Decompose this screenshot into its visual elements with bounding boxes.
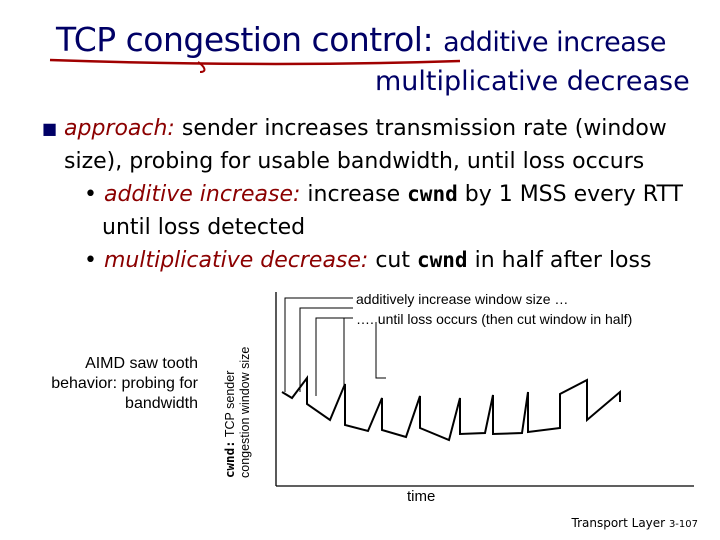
ai-label: additive increase: — [103, 182, 301, 207]
dot-bullet-icon: • — [84, 248, 104, 273]
approach-label: approach: — [64, 116, 175, 141]
figure-caption: AIMD saw tooth behavior: probing for ban… — [51, 355, 198, 412]
md-post: in half after loss — [474, 248, 652, 273]
annotation: additively increase window size … …. unt… — [356, 289, 632, 329]
annotation-leaders — [284, 297, 386, 396]
slide-footer: Transport Layer 3-107 — [572, 516, 698, 530]
title-line2: multiplicative decrease — [375, 66, 690, 97]
title-part2: additive increase — [443, 27, 666, 58]
footer-text: Transport Layer — [571, 516, 666, 530]
bullet-list: ■ approach: sender increases transmissio… — [42, 112, 712, 277]
annotation-line2: …. until loss occurs (then cut window in… — [356, 311, 633, 327]
annotation-line1: additively increase window size … — [356, 291, 569, 307]
title-underline — [49, 58, 461, 73]
md-pre: cut — [375, 248, 410, 273]
ai-code: cwnd — [407, 182, 458, 206]
slide-title: TCP congestion control: additive increas… — [56, 20, 666, 59]
plot-axes — [275, 292, 694, 487]
bullet-approach: ■ approach: sender increases transmissio… — [42, 112, 712, 178]
bullet-additive-increase: • additive increase: increase cwnd by 1 … — [42, 178, 712, 244]
dot-bullet-icon: • — [84, 182, 104, 207]
footer-page: 3-107 — [668, 519, 698, 530]
md-code: cwnd — [417, 248, 468, 272]
ai-post: by 1 MSS every RTT until loss detected — [102, 182, 683, 240]
bullet-multiplicative-decrease: • multiplicative decrease: cut cwnd in h… — [42, 244, 712, 277]
sawtooth-curve — [281, 375, 621, 442]
ai-pre: increase — [307, 182, 401, 207]
title-part1: TCP congestion control: — [56, 20, 434, 59]
square-bullet-icon: ■ — [42, 119, 58, 138]
x-axis-label: time — [407, 488, 436, 505]
approach-text: sender increases transmission rate (wind… — [64, 116, 667, 174]
md-label: multiplicative decrease: — [103, 248, 369, 273]
